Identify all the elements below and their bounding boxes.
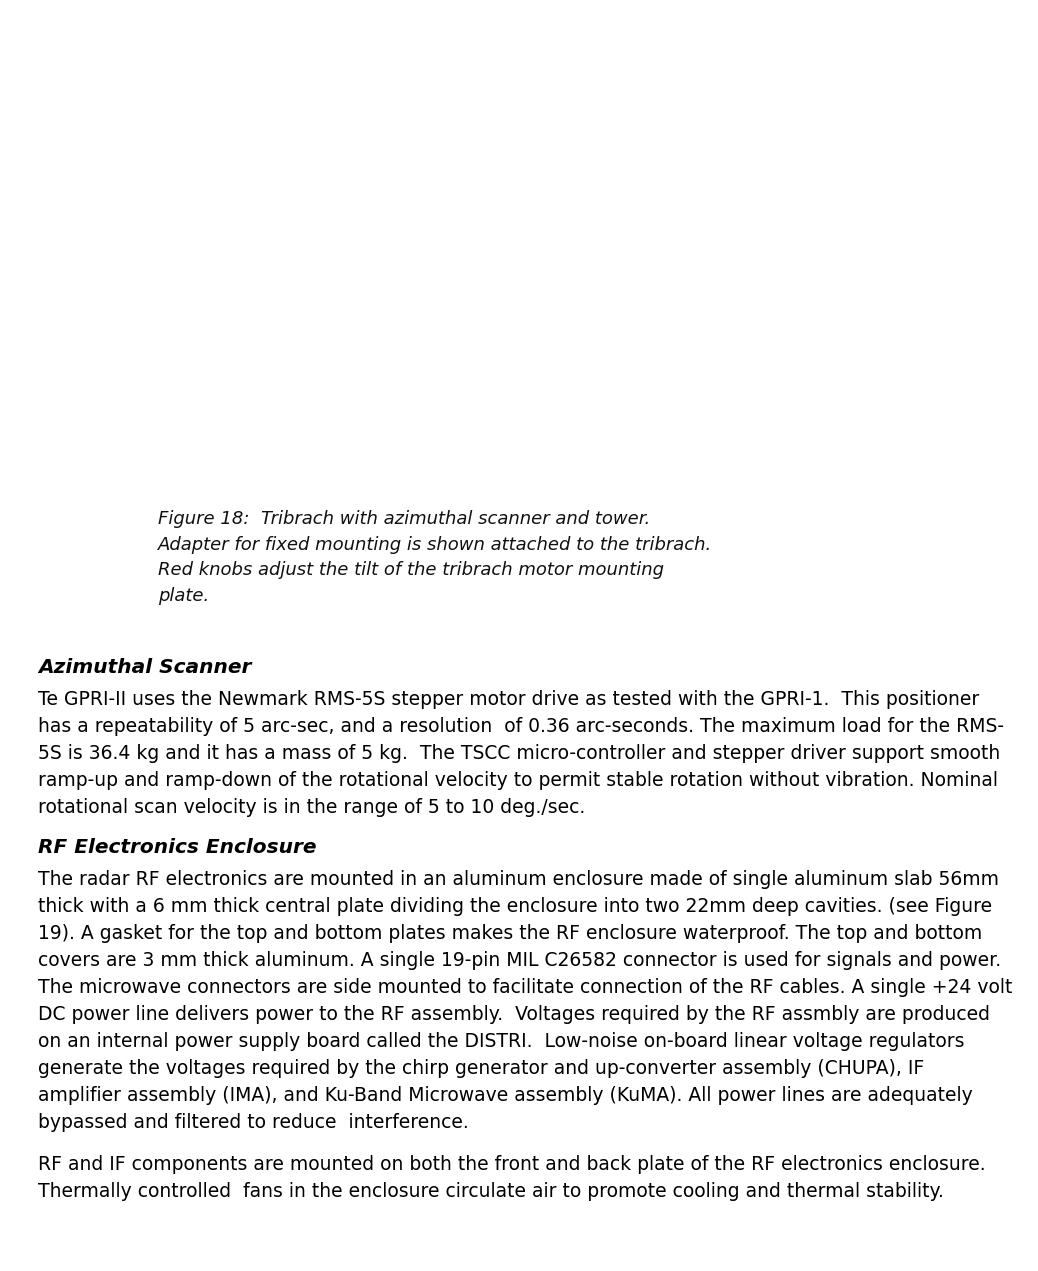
Text: RF Electronics Enclosure: RF Electronics Enclosure — [38, 838, 317, 857]
Text: RF and IF components are mounted on both the front and back plate of the RF elec: RF and IF components are mounted on both… — [38, 1155, 986, 1174]
Text: 5S is 36.4 kg and it has a mass of 5 kg.  The TSCC micro-controller and stepper : 5S is 36.4 kg and it has a mass of 5 kg.… — [38, 744, 1001, 763]
Text: 19). A gasket for the top and bottom plates makes the RF enclosure waterproof. T: 19). A gasket for the top and bottom pla… — [38, 924, 982, 943]
Text: Thermally controlled  fans in the enclosure circulate air to promote cooling and: Thermally controlled fans in the enclosu… — [38, 1182, 944, 1201]
Text: amplifier assembly (IMA), and Ku-Band Microwave assembly (KuMA). All power lines: amplifier assembly (IMA), and Ku-Band Mi… — [38, 1085, 973, 1104]
Text: covers are 3 mm thick aluminum. A single 19-pin MIL C26582 connector is used for: covers are 3 mm thick aluminum. A single… — [38, 951, 1001, 970]
Text: generate the voltages required by the chirp generator and up-converter assembly : generate the voltages required by the ch… — [38, 1059, 924, 1078]
Text: ramp-up and ramp-down of the rotational velocity to permit stable rotation witho: ramp-up and ramp-down of the rotational … — [38, 771, 998, 791]
Text: bypassed and filtered to reduce  interference.: bypassed and filtered to reduce interfer… — [38, 1113, 469, 1132]
Text: The radar RF electronics are mounted in an aluminum enclosure made of single alu: The radar RF electronics are mounted in … — [38, 871, 999, 888]
Text: has a repeatability of 5 arc-sec, and a resolution  of 0.36 arc-seconds. The max: has a repeatability of 5 arc-sec, and a … — [38, 717, 1004, 736]
Text: Azimuthal Scanner: Azimuthal Scanner — [38, 658, 251, 677]
Bar — [0, 0, 1038, 491]
Text: Figure 18:  Tribrach with azimuthal scanner and tower.
Adapter for fixed mountin: Figure 18: Tribrach with azimuthal scann… — [158, 510, 712, 605]
Text: on an internal power supply board called the DISTRI.  Low-noise on-board linear : on an internal power supply board called… — [38, 1032, 964, 1051]
Text: thick with a 6 mm thick central plate dividing the enclosure into two 22mm deep : thick with a 6 mm thick central plate di… — [38, 897, 992, 916]
Text: The microwave connectors are side mounted to facilitate connection of the RF cab: The microwave connectors are side mounte… — [38, 977, 1012, 996]
Text: DC power line delivers power to the RF assembly.  Voltages required by the RF as: DC power line delivers power to the RF a… — [38, 1005, 990, 1024]
Text: rotational scan velocity is in the range of 5 to 10 deg./sec.: rotational scan velocity is in the range… — [38, 798, 585, 817]
Text: Te GPRI-II uses the Newmark RMS-5S stepper motor drive as tested with the GPRI-1: Te GPRI-II uses the Newmark RMS-5S stepp… — [38, 690, 979, 709]
